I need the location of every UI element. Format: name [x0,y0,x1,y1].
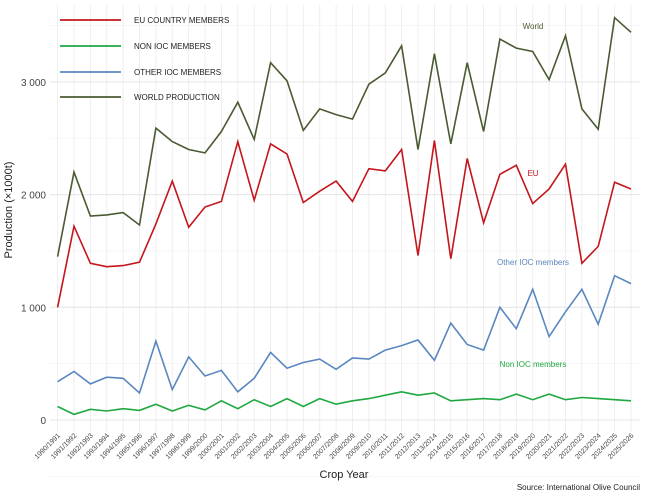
legend: EU COUNTRY MEMBERS NON IOC MEMBERS OTHER I… [60,16,229,102]
series-annotation: Other IOC members [497,258,569,267]
series-annotation: Non IOC members [500,360,567,369]
grid [50,5,640,477]
series-annotation: EU [527,169,538,178]
series-line-2 [57,274,632,395]
series-line-1 [57,390,632,416]
y-tick-label: 2 000 [21,191,46,202]
x-axis: 1990/19911991/19921992/19931993/19941994… [34,432,636,460]
legend-label: NON IOC MEMBERS [134,42,211,51]
x-axis-title: Crop Year [320,469,369,481]
annotations: EU Non IOC members Other IOC members World [497,22,569,369]
series-lines [56,16,632,416]
legend-label: WORLD PRODUCTION [134,93,220,102]
y-tick-label: 0 [40,416,46,427]
y-axis-title: Production (×1000t) [3,162,15,259]
y-tick-label: 3 000 [21,78,46,89]
series-line-3 [56,16,632,257]
y-axis: 0 1 000 2 000 3 000 [21,78,46,427]
series-line-0 [56,138,632,308]
legend-label: OTHER IOC MEMBERS [134,68,221,77]
legend-label: EU COUNTRY MEMBERS [134,16,229,25]
y-tick-label: 1 000 [21,303,46,314]
source-note: Source: International Olive Council [517,483,640,492]
series-annotation: World [523,22,544,31]
